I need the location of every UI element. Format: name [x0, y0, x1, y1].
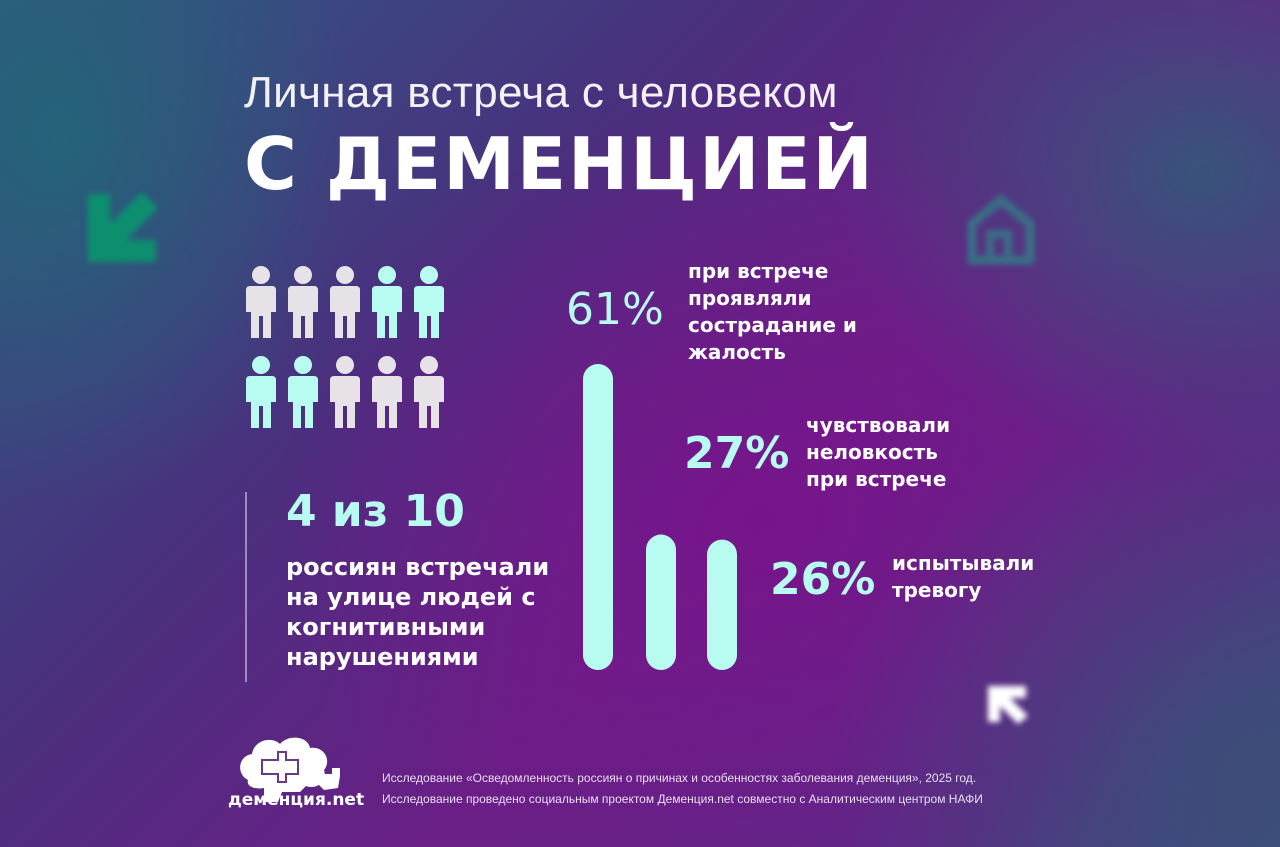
bar-1 — [583, 364, 613, 670]
person-icon — [330, 356, 360, 428]
category-label-1: при встрече проявляли сострадание и жало… — [688, 259, 857, 364]
bar-2 — [646, 534, 676, 670]
person-icon — [414, 356, 444, 428]
footer-source: Исследование «Осведомленность россиян о … — [382, 768, 983, 810]
arrow-down-left-icon — [88, 192, 158, 262]
person-icon — [372, 356, 402, 428]
person-icon — [246, 356, 276, 428]
people-stat-value: 4 из 10 — [286, 486, 465, 537]
person-icon — [288, 356, 318, 428]
footer-line-2: Исследование проведено социальным проект… — [382, 792, 983, 806]
people-stat-description: россиян встречали на улице людей с когни… — [286, 553, 550, 671]
vertical-divider — [245, 492, 247, 682]
person-icon — [288, 266, 318, 338]
bar-chart — [583, 364, 737, 670]
title-line-1: Личная встреча с человеком — [244, 68, 838, 117]
logo-text: деменция.net — [228, 790, 365, 810]
logo-puzzle-head-icon — [240, 737, 340, 802]
person-icon — [330, 266, 360, 338]
house-icon — [967, 194, 1035, 265]
value-label-3: 26% — [770, 554, 876, 605]
arrow-up-right-icon — [988, 686, 1028, 724]
bar-3 — [707, 539, 737, 670]
footer-line-1: Исследование «Осведомленность россиян о … — [382, 771, 977, 785]
person-icon — [414, 266, 444, 338]
person-icon — [372, 266, 402, 338]
category-label-2: чувствовали неловкость при встрече — [806, 413, 951, 491]
category-label-3: испытывали тревогу — [892, 551, 1035, 602]
value-label-2: 27% — [684, 428, 790, 479]
people-pictogram — [246, 266, 444, 428]
person-icon — [246, 266, 276, 338]
title-line-2: С ДЕМЕНЦИЕЙ — [244, 122, 875, 206]
value-label-1: 61% — [566, 284, 664, 335]
